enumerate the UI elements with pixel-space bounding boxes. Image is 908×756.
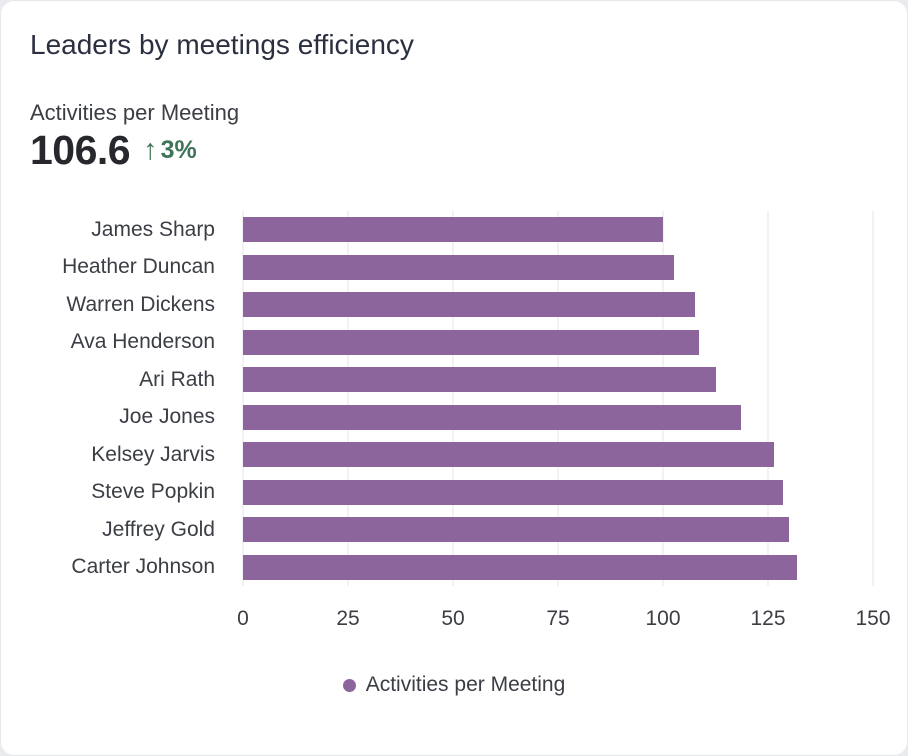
category-label: Heather Duncan xyxy=(62,255,215,279)
chart-row xyxy=(243,249,873,287)
bar[interactable] xyxy=(243,254,674,280)
bar[interactable] xyxy=(243,479,783,505)
category-label: Ari Rath xyxy=(139,367,215,391)
category-label: Carter Johnson xyxy=(71,555,215,579)
bar[interactable] xyxy=(243,292,695,318)
kpi-value: 106.6 xyxy=(30,127,131,173)
chart-row xyxy=(243,511,873,549)
bar[interactable] xyxy=(243,217,663,243)
chart-legend[interactable]: Activities per Meeting xyxy=(0,673,908,697)
chart-row xyxy=(243,286,873,324)
x-axis-tick-label: 125 xyxy=(750,607,786,630)
arrow-up-icon: ↑ xyxy=(143,134,158,167)
kpi-delta-badge: ↑ 3% xyxy=(143,136,197,165)
category-label: Ava Henderson xyxy=(70,330,215,354)
bar[interactable] xyxy=(243,404,741,430)
gridline xyxy=(767,211,769,586)
chart-row xyxy=(243,436,873,474)
chart-row xyxy=(243,399,873,437)
bar[interactable] xyxy=(243,442,775,468)
category-label: Joe Jones xyxy=(119,405,215,429)
gridline xyxy=(662,211,664,586)
chart-row xyxy=(243,361,873,399)
bar[interactable] xyxy=(243,554,798,580)
chart-row xyxy=(243,474,873,512)
x-axis-tick-label: 0 xyxy=(237,607,249,630)
kpi-delta-value: 3% xyxy=(160,136,197,165)
kpi-label: Activities per Meeting xyxy=(30,100,240,125)
gridline xyxy=(242,211,244,586)
x-axis-tick-label: 75 xyxy=(546,607,570,630)
category-label: Steve Popkin xyxy=(91,480,215,504)
x-axis-tick-label: 100 xyxy=(645,607,681,630)
plot-area xyxy=(242,211,874,586)
category-label: James Sharp xyxy=(91,217,215,241)
gridline xyxy=(347,211,349,586)
y-axis-labels: James Sharp Heather Duncan Warren Dickens A… xyxy=(0,211,215,586)
legend-label: Activities per Meeting xyxy=(365,673,566,696)
bar[interactable] xyxy=(243,329,699,355)
x-axis-tick-label: 25 xyxy=(336,607,360,630)
bar-series xyxy=(243,211,873,586)
gridline xyxy=(452,211,454,586)
gridline xyxy=(557,211,559,586)
kpi-row: 106.6 ↑ 3% xyxy=(30,127,197,173)
gridlines xyxy=(242,211,874,586)
bar[interactable] xyxy=(243,367,716,393)
x-axis: 0 25 50 75 100 125 150 xyxy=(237,607,890,633)
category-label: Kelsey Jarvis xyxy=(91,442,215,466)
card-title: Leaders by meetings efficiency xyxy=(30,29,414,60)
gridline xyxy=(872,211,874,586)
category-label: Warren Dickens xyxy=(66,292,215,316)
chart-row xyxy=(243,324,873,362)
x-axis-tick-label: 150 xyxy=(855,607,891,630)
chart-row xyxy=(243,211,873,249)
chart-row xyxy=(243,549,873,587)
legend-marker-icon xyxy=(342,678,356,692)
bar[interactable] xyxy=(243,517,789,543)
x-axis-tick-label: 50 xyxy=(441,607,465,630)
category-label: Jeffrey Gold xyxy=(102,517,215,541)
